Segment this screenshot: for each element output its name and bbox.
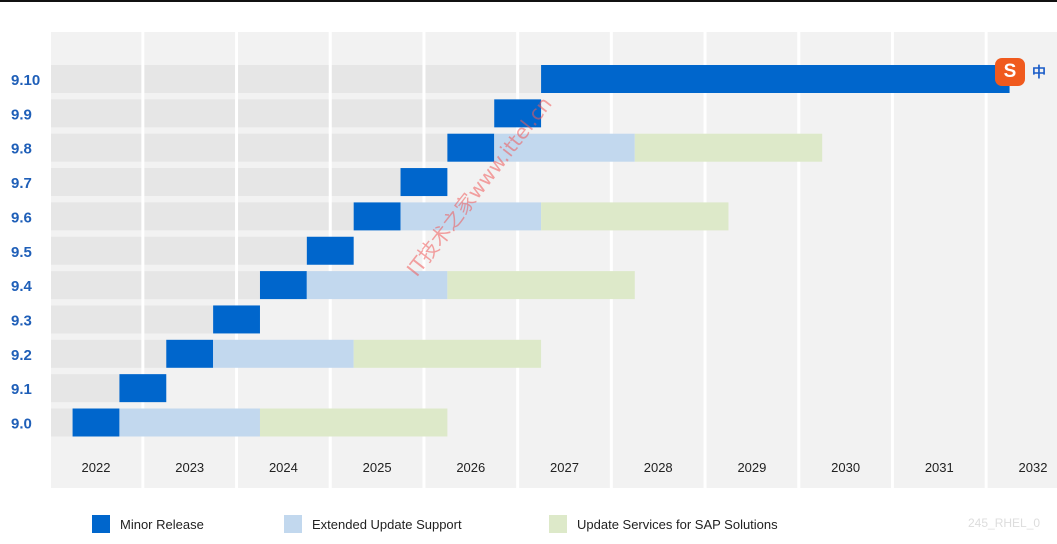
bar-update-services-for-sap-solutions-9-6 [541,202,729,231]
bar-minor-release-9-10 [541,65,1010,93]
bar-minor-release-9-6 [353,202,401,231]
legend-swatch-minor-release [92,515,110,533]
bar-extended-update-support-9-4 [306,271,448,300]
bar-minor-release-9-3 [213,305,260,334]
bar-update-services-for-sap-solutions-9-4 [447,271,635,300]
row-track-9-10 [51,65,542,93]
version-label-9-8: 9.8 [11,141,32,158]
version-label-9-2: 9.2 [11,347,32,364]
legend-minor-release: Minor Release [92,514,204,534]
row-track-9-4 [51,271,260,300]
row-track-9-9 [51,99,495,128]
version-label-9-3: 9.3 [11,312,32,329]
version-label-9-9: 9.9 [11,106,32,123]
bar-update-services-for-sap-solutions-9-0 [259,408,448,437]
year-label-2031: 2031 [925,460,954,475]
bar-minor-release-9-4 [259,271,307,300]
legend-sap: Update Services for SAP Solutions [549,514,778,534]
bar-minor-release-9-2 [166,339,214,368]
year-label-2032: 2032 [1019,460,1048,475]
bar-extended-update-support-9-0 [119,408,260,437]
bar-minor-release-9-0 [72,408,120,437]
year-label-2029: 2029 [737,460,766,475]
bar-extended-update-support-9-2 [213,339,354,368]
sogou-s-icon[interactable]: S [995,58,1025,86]
row-track-9-5 [51,236,307,265]
year-label-2027: 2027 [550,460,579,475]
legend-swatch-eus [284,515,302,533]
row-track-9-3 [51,305,214,334]
top-border-line [0,0,1057,2]
footer-code: 245_RHEL_0 [968,516,1041,530]
bar-minor-release-9-1 [119,374,167,403]
bar-minor-release-9-5 [306,236,354,265]
legend-label-eus: Extended Update Support [312,516,462,532]
row-track-9-1 [51,374,120,403]
legend-label-minor-release: Minor Release [120,516,204,532]
row-track-9-0 [51,408,73,437]
year-label-2028: 2028 [644,460,673,475]
ime-badge[interactable]: S 中 [995,58,1046,86]
year-label-2022: 2022 [82,460,111,475]
legend-swatch-sap [549,515,567,533]
version-label-9-0: 9.0 [11,416,32,433]
bar-minor-release-9-9 [494,99,542,128]
rhel-lifecycle-chart: 9.10 9.9 9.8 9.7 9.6 9.5 9.4 9.3 9.2 9.1 9.0 2022 2… [11,32,1057,488]
year-label-2030: 2030 [831,460,860,475]
bar-minor-release-9-7 [400,168,448,197]
version-label-9-6: 9.6 [11,209,32,226]
year-label-2023: 2023 [175,460,204,475]
year-label-2025: 2025 [363,460,392,475]
ime-language-indicator[interactable]: 中 [1032,65,1046,81]
version-label-9-7: 9.7 [11,175,32,192]
version-label-9-1: 9.1 [11,381,32,398]
year-label-2024: 2024 [269,460,298,475]
row-track-9-2 [51,339,167,368]
bar-update-services-for-sap-solutions-9-8 [634,133,823,162]
bar-extended-update-support-9-6 [400,202,542,231]
row-track-9-6 [51,202,354,231]
legend-eus: Extended Update Support [284,514,462,534]
bar-update-services-for-sap-solutions-9-2 [353,339,542,368]
version-label-9-5: 9.5 [11,244,32,261]
row-track-9-8 [51,133,448,162]
legend-label-sap: Update Services for SAP Solutions [577,516,778,532]
bar-minor-release-9-8 [447,133,495,162]
version-label-9-10: 9.10 [11,72,40,89]
version-label-9-4: 9.4 [11,278,33,295]
row-track-9-7 [51,168,401,197]
bar-extended-update-support-9-8 [494,133,635,162]
year-label-2026: 2026 [456,460,485,475]
